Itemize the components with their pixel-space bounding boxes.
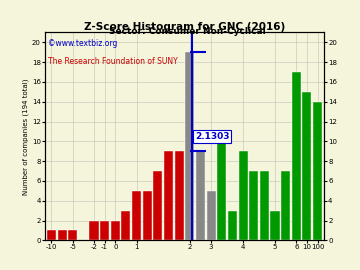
Bar	[175, 151, 184, 240]
Bar	[100, 221, 109, 240]
Bar	[302, 92, 311, 240]
Bar	[153, 171, 162, 240]
Bar	[132, 191, 141, 240]
Title: Z-Score Histogram for GNC (2016): Z-Score Histogram for GNC (2016)	[84, 22, 285, 32]
Bar	[89, 221, 99, 240]
Text: Sector: Consumer Non-Cyclical: Sector: Consumer Non-Cyclical	[109, 27, 266, 36]
Bar	[47, 230, 56, 240]
Bar	[281, 171, 290, 240]
Bar	[217, 131, 226, 240]
Bar	[121, 211, 130, 240]
Bar	[260, 171, 269, 240]
Text: ©www.textbiz.org: ©www.textbiz.org	[48, 39, 117, 48]
Bar	[207, 191, 216, 240]
Text: 2.1303: 2.1303	[195, 132, 230, 141]
Bar	[239, 151, 248, 240]
Bar	[185, 52, 194, 240]
Bar	[249, 171, 258, 240]
Bar	[143, 191, 152, 240]
Bar	[111, 221, 120, 240]
Y-axis label: Number of companies (194 total): Number of companies (194 total)	[23, 78, 29, 195]
Bar	[196, 151, 205, 240]
Text: The Research Foundation of SUNY: The Research Foundation of SUNY	[48, 57, 177, 66]
Bar	[292, 72, 301, 240]
Bar	[313, 102, 322, 240]
Bar	[58, 230, 67, 240]
Bar	[270, 211, 280, 240]
Bar	[68, 230, 77, 240]
Bar	[164, 151, 173, 240]
Bar	[228, 211, 237, 240]
